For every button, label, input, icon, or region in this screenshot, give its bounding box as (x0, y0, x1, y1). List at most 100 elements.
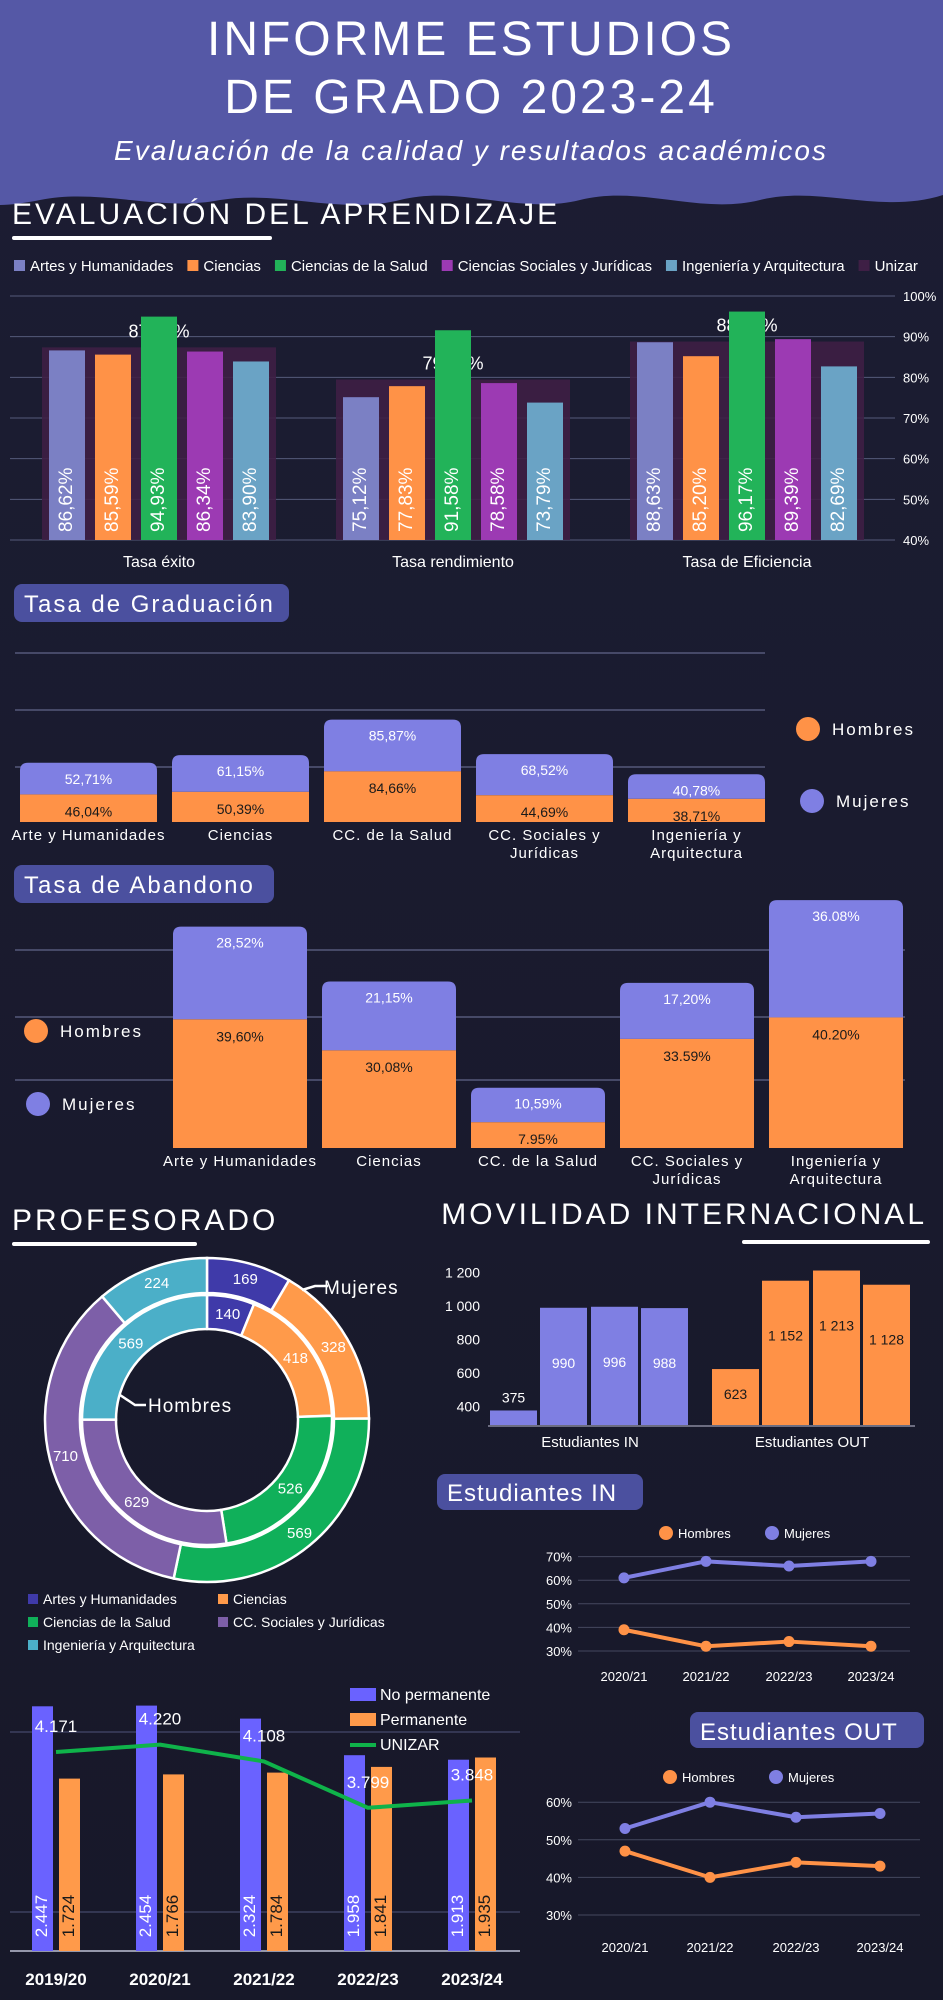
point-mujeres (783, 1560, 795, 1572)
donut-slice-hombres (80, 1293, 209, 1421)
legend-marker (765, 1526, 779, 1540)
eval-bar (775, 339, 811, 540)
x-category-label: Ingeniería y (791, 1153, 881, 1170)
no-permanente-label: 1.913 (448, 1895, 467, 1938)
eval-bar (527, 402, 563, 540)
x-tick-label: 2023/24 (848, 1669, 895, 1684)
mujeres-data-label: 28,52% (216, 935, 263, 951)
section-title-profesorado: PROFESORADO (12, 1204, 278, 1237)
legend-label: Ingeniería y Arquitectura (43, 1637, 195, 1653)
eval-bar (637, 342, 673, 540)
bar-permanente (163, 1774, 184, 1951)
legend-label: Ciencias (203, 258, 261, 275)
report-subtitle: Evaluación de la calidad y resultados ac… (114, 135, 828, 166)
legend-label: Mujeres (788, 1770, 835, 1785)
section-pill-graduacion (14, 584, 289, 622)
donut-value-label: 569 (287, 1525, 312, 1542)
mujeres-data-label: 36.08% (812, 908, 859, 924)
mujeres-data-label: 10,59% (514, 1096, 561, 1112)
legend-swatch (858, 260, 870, 271)
point-hombres (700, 1640, 712, 1652)
no-permanente-label: 2.324 (240, 1895, 259, 1938)
point-mujeres (618, 1572, 630, 1584)
legend-label: Hombres (678, 1526, 731, 1541)
section-pill-abandono (14, 865, 274, 903)
bar-estudiantes-out (712, 1369, 759, 1425)
eval-bar (187, 351, 223, 540)
y-tick-label: 90% (903, 330, 929, 345)
eval-bar-label: 78,58% (488, 467, 509, 532)
section-pill-estudiantes-in (437, 1474, 643, 1510)
legend-marker (24, 1019, 48, 1043)
legend-swatch (14, 260, 25, 271)
legend-swatch (28, 1617, 38, 1627)
bar-mujeres (172, 755, 309, 792)
y-tick-label: 100% (903, 289, 937, 304)
legend-label: Mujeres (62, 1095, 136, 1114)
out-data-label: 1 128 (869, 1332, 904, 1348)
bar-mujeres (322, 981, 456, 1051)
eval-bar (435, 330, 471, 540)
evaluacion-chart: 40%50%60%70%80%90%100%87,37%86,62%85,59%… (10, 289, 937, 571)
header-band (0, 0, 943, 205)
x-category-label: Tasa de Eficiencia (683, 554, 812, 571)
unizar-total-label: 3.848 (451, 1765, 494, 1784)
in-data-label: 988 (653, 1355, 677, 1371)
y-tick-label: 60% (546, 1573, 572, 1588)
bar-permanente (371, 1766, 392, 1951)
unizar-total-label: 3.799 (347, 1773, 390, 1792)
bar-estudiantes-in (641, 1308, 688, 1425)
mujeres-ring-label: Mujeres (324, 1278, 399, 1299)
legend-label: Ciencias Sociales y Jurídicas (458, 258, 652, 275)
section-title-abandono: Tasa de Abandono (24, 872, 255, 899)
donut-value-label: 418 (283, 1350, 308, 1367)
y-tick-label: 70% (546, 1550, 572, 1565)
section-title-estudiantes-out: Estudiantes OUT (700, 1719, 898, 1746)
donut-value-label: 140 (215, 1306, 240, 1323)
legend-label: Artes y Humanidades (30, 258, 173, 275)
point-mujeres (700, 1555, 712, 1567)
bar-hombres (172, 791, 309, 822)
y-tick-label: 40% (903, 533, 929, 548)
in-data-label: 375 (502, 1389, 526, 1405)
eval-bar-label: 91,58% (442, 467, 463, 532)
permanente-label: 1.724 (59, 1895, 78, 1938)
section-underline-evaluacion (12, 236, 272, 240)
x-category-label: 2021/22 (233, 1970, 294, 1989)
eval-bar-label: 86,62% (56, 467, 77, 532)
section-title-evaluacion: EVALUACIÓN DEL APRENDIZAJE (12, 198, 560, 231)
bar-no-permanente (32, 1706, 53, 1951)
x-category-label: Arte y Humanidades (163, 1153, 317, 1170)
y-tick-label: 80% (903, 370, 929, 385)
x-tick-label: 2021/22 (687, 1940, 734, 1955)
out-data-label: 623 (724, 1386, 748, 1402)
donut-slice-mujeres (100, 1256, 209, 1325)
point-hombres (619, 1845, 631, 1857)
legend-swatch (28, 1640, 38, 1650)
eval-bar (729, 311, 765, 540)
eval-bar-label: 86,34% (194, 467, 215, 532)
legend-label: Unizar (875, 258, 918, 275)
legend-label: Ciencias de la Salud (291, 258, 428, 275)
y-tick-label: 1 200 (445, 1265, 480, 1281)
x-category-label: Ciencias (356, 1153, 422, 1170)
hombres-leader-line (119, 1393, 146, 1407)
bar-mujeres (20, 762, 157, 795)
report-title-line2: DE GRADO 2023-24 (224, 71, 718, 124)
hombres-data-label: 44,69% (521, 804, 568, 820)
eval-bar (233, 361, 269, 540)
bar-hombres (769, 1017, 903, 1148)
section-underline-profesorado (12, 1242, 197, 1246)
point-hombres (865, 1640, 877, 1652)
y-tick-label: 1 000 (445, 1298, 480, 1314)
eval-bar-label: 85,20% (690, 467, 711, 532)
mujeres-data-label: 85,87% (369, 728, 416, 744)
legend-label: Hombres (682, 1770, 735, 1785)
in-data-label: 990 (552, 1355, 576, 1371)
estudiantes-in-chart: 30% 40% 50% 60% 70% 2020/21 2021/22 2022/23 2023… (546, 1526, 910, 1684)
bar-estudiantes-out (863, 1284, 910, 1425)
x-category-label: Arquitectura (790, 1171, 883, 1188)
mujeres-data-label: 61,15% (217, 763, 264, 779)
bar-hombres (471, 1122, 605, 1148)
point-hombres (618, 1624, 630, 1636)
